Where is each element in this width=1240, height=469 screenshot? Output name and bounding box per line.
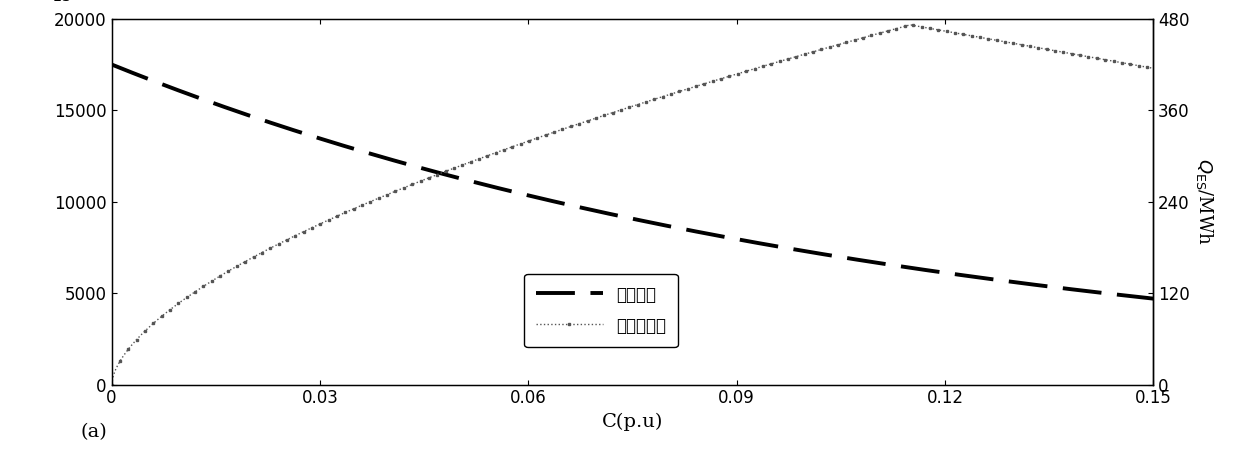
充放电电量 — [605, 110, 620, 115]
循环次数 — [605, 212, 620, 217]
Line: 循环次数: 循环次数 — [112, 65, 1153, 299]
Line: 充放电电量: 充放电电量 — [110, 24, 1154, 386]
充放电电量 — [724, 73, 739, 78]
循环次数 — [957, 273, 972, 279]
充放电电量 — [668, 90, 683, 96]
Legend: 循环次数, 充放电电量: 循环次数, 充放电电量 — [525, 274, 678, 347]
循环次数 — [1146, 296, 1161, 302]
Text: (a): (a) — [81, 423, 108, 441]
循环次数 — [599, 210, 614, 216]
充放电电量 — [1122, 61, 1137, 67]
循环次数 — [1121, 293, 1136, 299]
充放电电量 — [599, 112, 614, 118]
充放电电量 — [904, 22, 919, 28]
循环次数 — [104, 62, 119, 68]
充放电电量 — [104, 382, 119, 387]
X-axis label: C(p.u): C(p.u) — [601, 413, 663, 431]
循环次数 — [668, 225, 683, 230]
充放电电量 — [1146, 66, 1161, 71]
Y-axis label: $\it{Q}_{\rm{ES}}$/MWh: $\it{Q}_{\rm{ES}}$/MWh — [1194, 158, 1215, 245]
充放电电量 — [960, 32, 975, 38]
循环次数 — [724, 235, 739, 241]
Y-axis label: $\it{N}_{\rm{ES}}$: $\it{N}_{\rm{ES}}$ — [37, 0, 71, 4]
